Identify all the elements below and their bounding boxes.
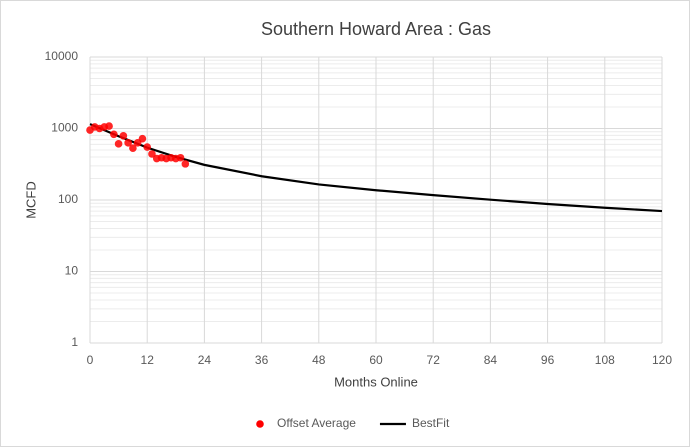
scatter-point	[181, 160, 190, 168]
y-axis-title: MCFD	[23, 181, 38, 219]
scatter-point	[143, 143, 151, 151]
legend-marker	[256, 420, 264, 428]
scatter-point	[129, 144, 137, 153]
x-tick-label: 24	[198, 353, 212, 367]
grid: 1 10 100 1000 10000 0 12 24 36 48 60 72 84 96 108 120	[45, 49, 673, 367]
y-tick-label: 1	[71, 335, 78, 349]
y-tick-label: 10000	[45, 49, 79, 63]
x-tick-label: 60	[369, 353, 383, 367]
x-axis-title: Months Online	[334, 374, 418, 389]
y-tick-label: 10	[65, 264, 79, 278]
x-tick-label: 36	[255, 353, 269, 367]
scatter-point	[105, 122, 113, 130]
marks	[86, 122, 663, 213]
x-tick-label: 0	[87, 353, 94, 367]
x-tick-label: 72	[427, 353, 441, 367]
legend: Offset Average BestFit	[256, 416, 450, 430]
x-tick-label: 108	[595, 353, 615, 367]
legend-label: Offset Average	[277, 416, 356, 430]
x-tick-label: 12	[141, 353, 155, 367]
x-tick-label: 48	[312, 353, 326, 367]
scatter-point	[114, 140, 123, 148]
x-tick-label: 120	[652, 353, 672, 367]
chart-title: Southern Howard Area : Gas	[261, 19, 491, 39]
legend-label: BestFit	[412, 416, 450, 430]
scatter-point	[119, 132, 128, 140]
scatter-point	[138, 134, 147, 143]
scatter-point	[176, 153, 185, 162]
scatter-point	[148, 150, 156, 158]
y-tick-label: 100	[58, 192, 78, 206]
scatter-point	[110, 130, 118, 139]
x-tick-label: 84	[484, 353, 498, 367]
scatter-point	[124, 139, 132, 147]
x-tick-label: 96	[541, 353, 555, 367]
y-tick-label: 1000	[51, 121, 78, 135]
